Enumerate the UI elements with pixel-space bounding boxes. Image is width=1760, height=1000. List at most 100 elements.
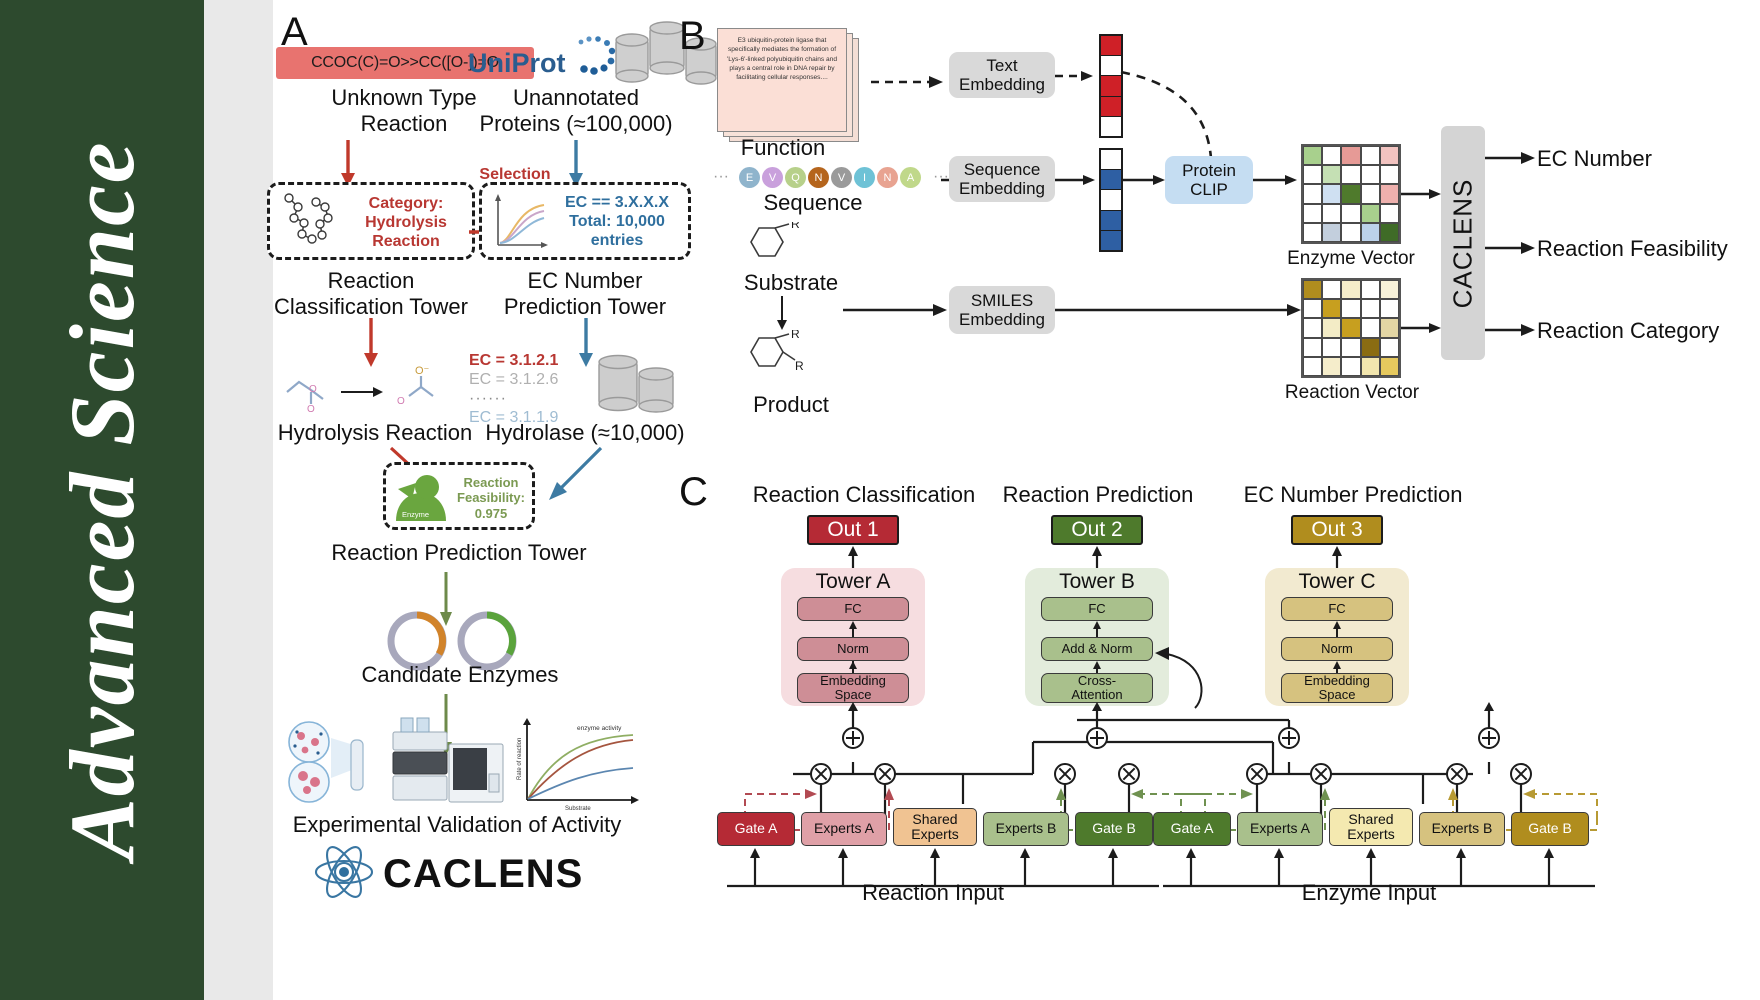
activity-ylabel: Rate of reaction xyxy=(517,738,523,780)
category-label: Category: Hydrolysis Reaction xyxy=(365,195,447,250)
output-ec-number: EC Number xyxy=(1537,146,1652,171)
smiles-embedding-block: SMILES Embedding xyxy=(949,286,1055,334)
tower-b-unit-fc: FC xyxy=(1041,597,1153,621)
database-cylinders-icon xyxy=(615,21,717,85)
matrix-cell-0-3 xyxy=(1360,146,1380,166)
panel-c-letter: C xyxy=(679,470,708,514)
routing-wires-right xyxy=(1077,702,1598,831)
text-vector xyxy=(1099,34,1123,138)
out-1-box: Out 1 xyxy=(807,515,899,545)
matrix-cell-0-3 xyxy=(1360,280,1380,300)
column-title-reaction-classification: Reaction Classification xyxy=(752,482,976,507)
arrow-green-down-1 xyxy=(440,572,452,626)
enzyme-input-label: Enzyme Input xyxy=(1301,880,1437,905)
matrix-cell-0-2 xyxy=(1341,146,1361,166)
out-3-box: Out 3 xyxy=(1291,515,1383,545)
arrow-red-down-1 xyxy=(341,140,355,187)
column-title-reaction-prediction: Reaction Prediction xyxy=(1002,482,1194,507)
sequence-embedding-line1: Sequence xyxy=(963,159,1041,179)
reaction-prediction-tower-label: Reaction Prediction Tower xyxy=(331,540,587,565)
matrix-cell-2-1 xyxy=(1322,318,1342,338)
output-reaction-category: Reaction Category xyxy=(1537,318,1720,343)
matrix-cell-1-0 xyxy=(1303,165,1323,185)
block-right-experts-b: Experts B xyxy=(1419,812,1505,846)
tower-a-unit-embedding-space: Embedding Space xyxy=(797,673,909,703)
arrow-blue-diag xyxy=(549,446,603,500)
hydrolase-db-icon xyxy=(598,354,674,413)
matrix-cell-4-1 xyxy=(1322,222,1342,242)
block-right-experts-a: Experts A xyxy=(1237,812,1323,846)
caclens-module: CACLENS xyxy=(1441,126,1485,360)
reaction-input-label: Reaction Input xyxy=(862,880,1004,905)
svg-text:R: R xyxy=(795,359,804,373)
matrix-cell-4-3 xyxy=(1360,356,1380,376)
matrix-cell-0-1 xyxy=(1322,280,1342,300)
matrix-cell-3-2 xyxy=(1341,203,1361,223)
text-embedding-line2: Embedding xyxy=(958,75,1045,94)
ec-number-prediction-box: EC == 3.X.X.X Total: 10,000 entries xyxy=(479,182,691,260)
arrow-out-reaction-category xyxy=(1485,324,1535,336)
sequence-residue-v-4: V xyxy=(831,167,852,188)
arrow-red-down-2 xyxy=(364,318,378,367)
reaction-classification-tower-label: Reaction Classification Tower xyxy=(273,268,468,319)
uniprot-dots-icon xyxy=(578,36,616,75)
arrow-b-1 xyxy=(1093,621,1101,637)
arrow-dashed-text xyxy=(871,76,943,88)
substrate-molecule-icon: R xyxy=(750,222,800,257)
experimental-validation-label: Experimental Validation of Activity xyxy=(292,812,622,837)
caclens-logo-text: CACLENS xyxy=(383,852,584,896)
caclens-module-label: CACLENS xyxy=(1447,178,1478,308)
op-plus-right-b xyxy=(1478,727,1500,749)
arrow-smiles-to-reaction-vector xyxy=(1055,304,1301,316)
ec-list-item-3: EC = 3.1.1.9 xyxy=(469,408,559,426)
uniprot-logo: UniProt xyxy=(468,21,717,90)
ec-list-item-1: EC = 3.1.2.6 xyxy=(469,370,559,388)
hydrolysis-reaction-label: Hydrolysis Reaction xyxy=(277,420,473,445)
op-times-left-2 xyxy=(874,763,896,785)
out-2-box: Out 2 xyxy=(1051,515,1143,545)
enzyme-vector-label: Enzyme Vector xyxy=(1287,248,1415,269)
function-label: Function xyxy=(740,135,826,160)
arrow-to-smiles-embedding xyxy=(843,304,947,316)
protein-clip-line1: Protein xyxy=(1182,160,1236,180)
enzyme-icon-caption: Enzyme xyxy=(402,510,429,519)
matrix-cell-2-4 xyxy=(1379,184,1399,204)
sequence-residue-a-7: A xyxy=(900,167,921,188)
matrix-cell-1-1 xyxy=(1322,299,1342,319)
matrix-cell-1-4 xyxy=(1379,299,1399,319)
unknown-reaction-label: Unknown Type Reaction xyxy=(331,85,477,136)
matrix-cell-0-4 xyxy=(1379,280,1399,300)
column-title-ec-number-prediction: EC Number Prediction xyxy=(1243,482,1463,507)
reaction-vector-label: Reaction Vector xyxy=(1284,382,1420,403)
ec-list: EC = 3.1.2.1 EC = 3.1.2.6 ······ EC = 3.… xyxy=(469,352,629,428)
ec-list-item-2: ······ xyxy=(469,389,507,407)
molecule-graph-icon xyxy=(284,193,333,244)
unannotated-proteins-label: Unannotated Proteins (≈100,000) xyxy=(479,85,673,136)
op-times-right-4 xyxy=(1510,763,1532,785)
matrix-cell-0-0 xyxy=(1303,146,1323,166)
matrix-cell-3-3 xyxy=(1360,337,1380,357)
arrow-blue-down-1 xyxy=(569,140,583,187)
smiles-embedding-line2: Embedding xyxy=(958,310,1045,329)
sequence-residue-n-3: N xyxy=(808,167,829,188)
product-molecule-icon: R R xyxy=(750,330,804,373)
arrow-out-ec-number xyxy=(1485,152,1535,164)
activity-xlabel: Substrate xyxy=(565,806,591,812)
matrix-cell-1-2 xyxy=(1341,299,1361,319)
matrix-cell-3-3 xyxy=(1360,203,1380,223)
output-reaction-feasibility: Reaction Feasibility xyxy=(1537,236,1728,261)
page-gutter xyxy=(204,0,273,1000)
matrix-cell-4-4 xyxy=(1379,222,1399,242)
hydrolase-label: Hydrolase (≈10,000) xyxy=(485,420,685,445)
matrix-cell-1-4 xyxy=(1379,165,1399,185)
block-left-gate-a: Gate A xyxy=(717,812,795,846)
matrix-cell-3-4 xyxy=(1379,203,1399,223)
arrow-tower-b-to-out xyxy=(1092,546,1102,568)
tower-c-unit-fc: FC xyxy=(1281,597,1393,621)
sequence-residue-q-2: Q xyxy=(785,167,806,188)
matrix-cell-4-2 xyxy=(1341,356,1361,376)
sequence-residue-e-0: E xyxy=(739,167,760,188)
ec-number-prediction-tower-label: EC Number Prediction Tower xyxy=(503,268,667,319)
protein-clip-line2: CLIP xyxy=(1190,180,1228,199)
op-plus-left-a xyxy=(842,727,864,749)
